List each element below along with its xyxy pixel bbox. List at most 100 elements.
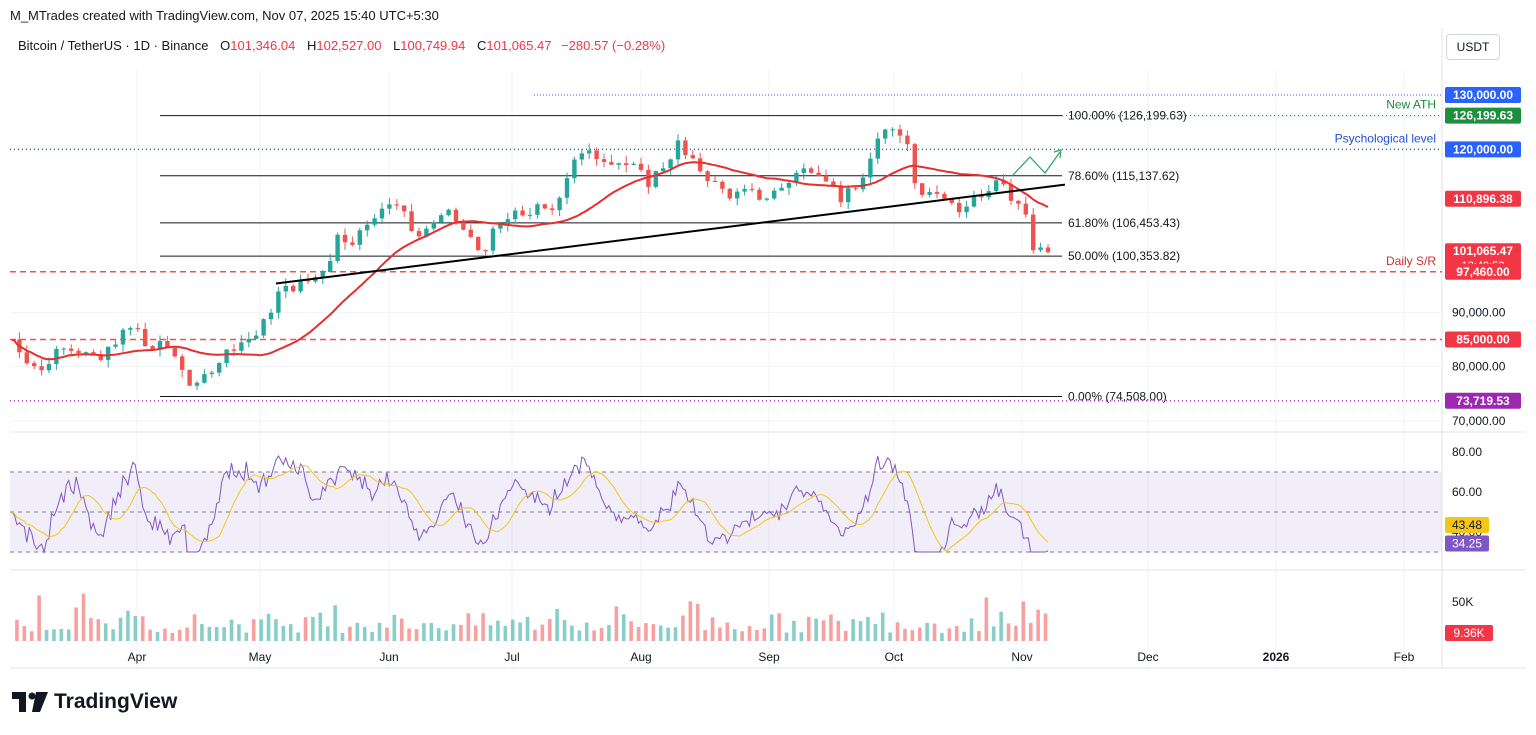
candle-body [24, 352, 29, 364]
projection-arrow [1011, 151, 1061, 177]
volume-bar [836, 620, 841, 641]
tag-last: 101,065.47 [1453, 244, 1513, 258]
volume-bar [599, 627, 604, 641]
candle [749, 183, 755, 193]
currency-button[interactable]: USDT [1446, 34, 1500, 60]
candle-body [505, 219, 510, 225]
volume-bar [222, 627, 226, 641]
candle [261, 318, 266, 338]
candle [180, 354, 185, 378]
candle-body [749, 188, 755, 190]
candle [113, 339, 118, 349]
volume-bar [185, 627, 189, 641]
volume-bar [155, 631, 160, 641]
candle [860, 173, 866, 193]
candle-body [83, 352, 89, 354]
volume-bar [940, 632, 944, 641]
candle-body [690, 155, 695, 159]
candle [224, 349, 229, 368]
candle-body [675, 140, 681, 160]
close-label: C [477, 38, 487, 53]
volume-bar [962, 631, 966, 641]
volume-bar [999, 611, 1003, 641]
candle [868, 152, 873, 184]
fib-label-3: 50.00% (100,353.82) [1068, 249, 1180, 263]
candle-body [143, 328, 148, 347]
candle-body [542, 204, 547, 209]
volume-bar [917, 627, 922, 641]
volume-bar [725, 622, 730, 641]
fib-label-4: 0.00% (74,508.00) [1068, 390, 1167, 404]
volume-bar [274, 619, 278, 641]
tag-85k: 85,000.00 [1456, 333, 1510, 347]
candle [431, 219, 436, 231]
candle-body [579, 153, 584, 160]
candle [217, 362, 222, 377]
candle-body [890, 129, 895, 131]
volume-bar [673, 627, 678, 641]
volume-tick: 50K [1452, 595, 1473, 609]
candle-body [39, 366, 44, 371]
candle-body [527, 214, 533, 216]
candle-body [535, 204, 540, 215]
candle-body [957, 202, 962, 213]
candle [1031, 208, 1036, 254]
candle-body [1001, 180, 1006, 185]
candle [483, 249, 488, 256]
candle-body [98, 354, 103, 360]
candle [194, 381, 200, 391]
candle-body [905, 135, 910, 145]
candle [498, 223, 503, 234]
tradingview-logo[interactable]: TradingView [12, 690, 177, 714]
candle-body [224, 349, 229, 364]
candle-body [942, 193, 947, 199]
candle [135, 323, 140, 332]
candle [579, 149, 584, 166]
fib-label-2: 61.80% (106,453.43) [1068, 216, 1180, 230]
candle [239, 335, 244, 354]
candle [276, 286, 281, 319]
month-label-8: Dec [1137, 650, 1158, 664]
volume-bar [496, 620, 500, 641]
candle [1023, 196, 1028, 218]
volume-bar [370, 631, 374, 641]
candle [143, 322, 148, 347]
tag-130k: 130,000.00 [1453, 88, 1513, 102]
volume-bar [755, 630, 759, 641]
candle-body [387, 204, 392, 209]
candle [120, 327, 126, 352]
candle [735, 188, 740, 206]
volume-bar [29, 631, 34, 641]
volume-bar [303, 617, 308, 641]
candle [76, 348, 81, 358]
volume-bar [348, 626, 352, 641]
candle [572, 156, 577, 184]
candle-body [897, 129, 903, 136]
candle-body [69, 348, 74, 351]
volume-bar [703, 629, 707, 641]
volume-bar [740, 631, 744, 641]
volume-bar [229, 619, 234, 641]
low-value: 100,749.94 [400, 38, 466, 53]
volume-bar [584, 622, 589, 641]
volume-bar [518, 622, 522, 641]
candle-body [246, 338, 251, 343]
candle [357, 227, 362, 251]
candle-body [698, 158, 703, 172]
volume-bar [629, 621, 633, 641]
candle-body [520, 210, 525, 216]
candle-body [298, 279, 303, 292]
candle-body [1023, 203, 1028, 215]
volume-bar [259, 619, 263, 641]
candle-body [46, 364, 52, 371]
volume-bar [22, 626, 27, 641]
volume-bar [177, 630, 182, 641]
change-value: −280.57 (−0.28%) [561, 38, 666, 53]
candle [402, 205, 407, 218]
tag-ath-bg [1445, 107, 1521, 124]
candle-body [786, 182, 792, 188]
candle-body [705, 171, 710, 181]
volume-bar [392, 614, 397, 641]
volume-bar [562, 620, 567, 641]
